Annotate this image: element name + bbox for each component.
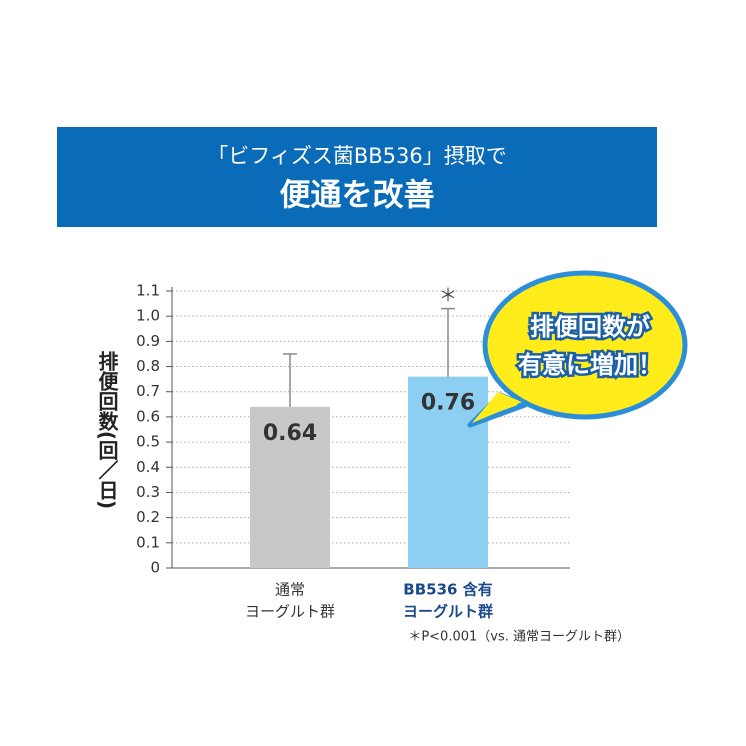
y-tick-label: 0.5 (136, 433, 160, 451)
y-tick-label: 0.2 (136, 508, 160, 526)
y-tick-label: 0.4 (136, 458, 160, 476)
x-tick-label: 通常 (275, 581, 305, 599)
chart-title: 便通を改善 (280, 178, 435, 214)
y-tick-label: 0 (150, 559, 160, 577)
footnote: ＊P<0.001（vs. 通常ヨーグルト群） (408, 630, 630, 645)
chart-subtitle: 「ビフィズス菌BB536」摂取で (207, 144, 506, 168)
callout-line: 有意に増加！ (518, 351, 662, 379)
y-axis-label: 排便回数(回／日) (95, 349, 119, 509)
y-tick-label: 1.1 (136, 282, 160, 300)
x-tick-label: ヨーグルト群 (245, 603, 335, 621)
x-tick-label: ヨーグルト群 (403, 603, 493, 621)
callout-bubble (482, 270, 688, 420)
bar (408, 376, 488, 568)
y-tick-label: 0.3 (136, 483, 160, 501)
title-banner (57, 127, 657, 227)
value-label: 0.64 (263, 421, 317, 446)
callout-line: 排便回数が (530, 313, 650, 341)
y-tick-label: 0.1 (136, 533, 160, 551)
callout: 排便回数が 有意に増加！ (467, 270, 688, 428)
bar (250, 406, 330, 568)
y-tick-label: 0.8 (136, 357, 160, 375)
x-tick-label: BB536 含有 (403, 581, 492, 599)
y-tick-label: 1.0 (136, 307, 160, 325)
y-tick-label: 0.9 (136, 332, 160, 350)
y-tick-label: 0.6 (136, 407, 160, 425)
plot-area: 0 0.1 0.2 0.3 0.4 0.5 0.6 0.7 0.8 0.9 1.0 1.1 0.64 通常… (136, 282, 570, 621)
significance-mark: ＊ (439, 286, 457, 307)
y-tick-label: 0.7 (136, 382, 160, 400)
value-label: 0.76 (421, 391, 475, 416)
